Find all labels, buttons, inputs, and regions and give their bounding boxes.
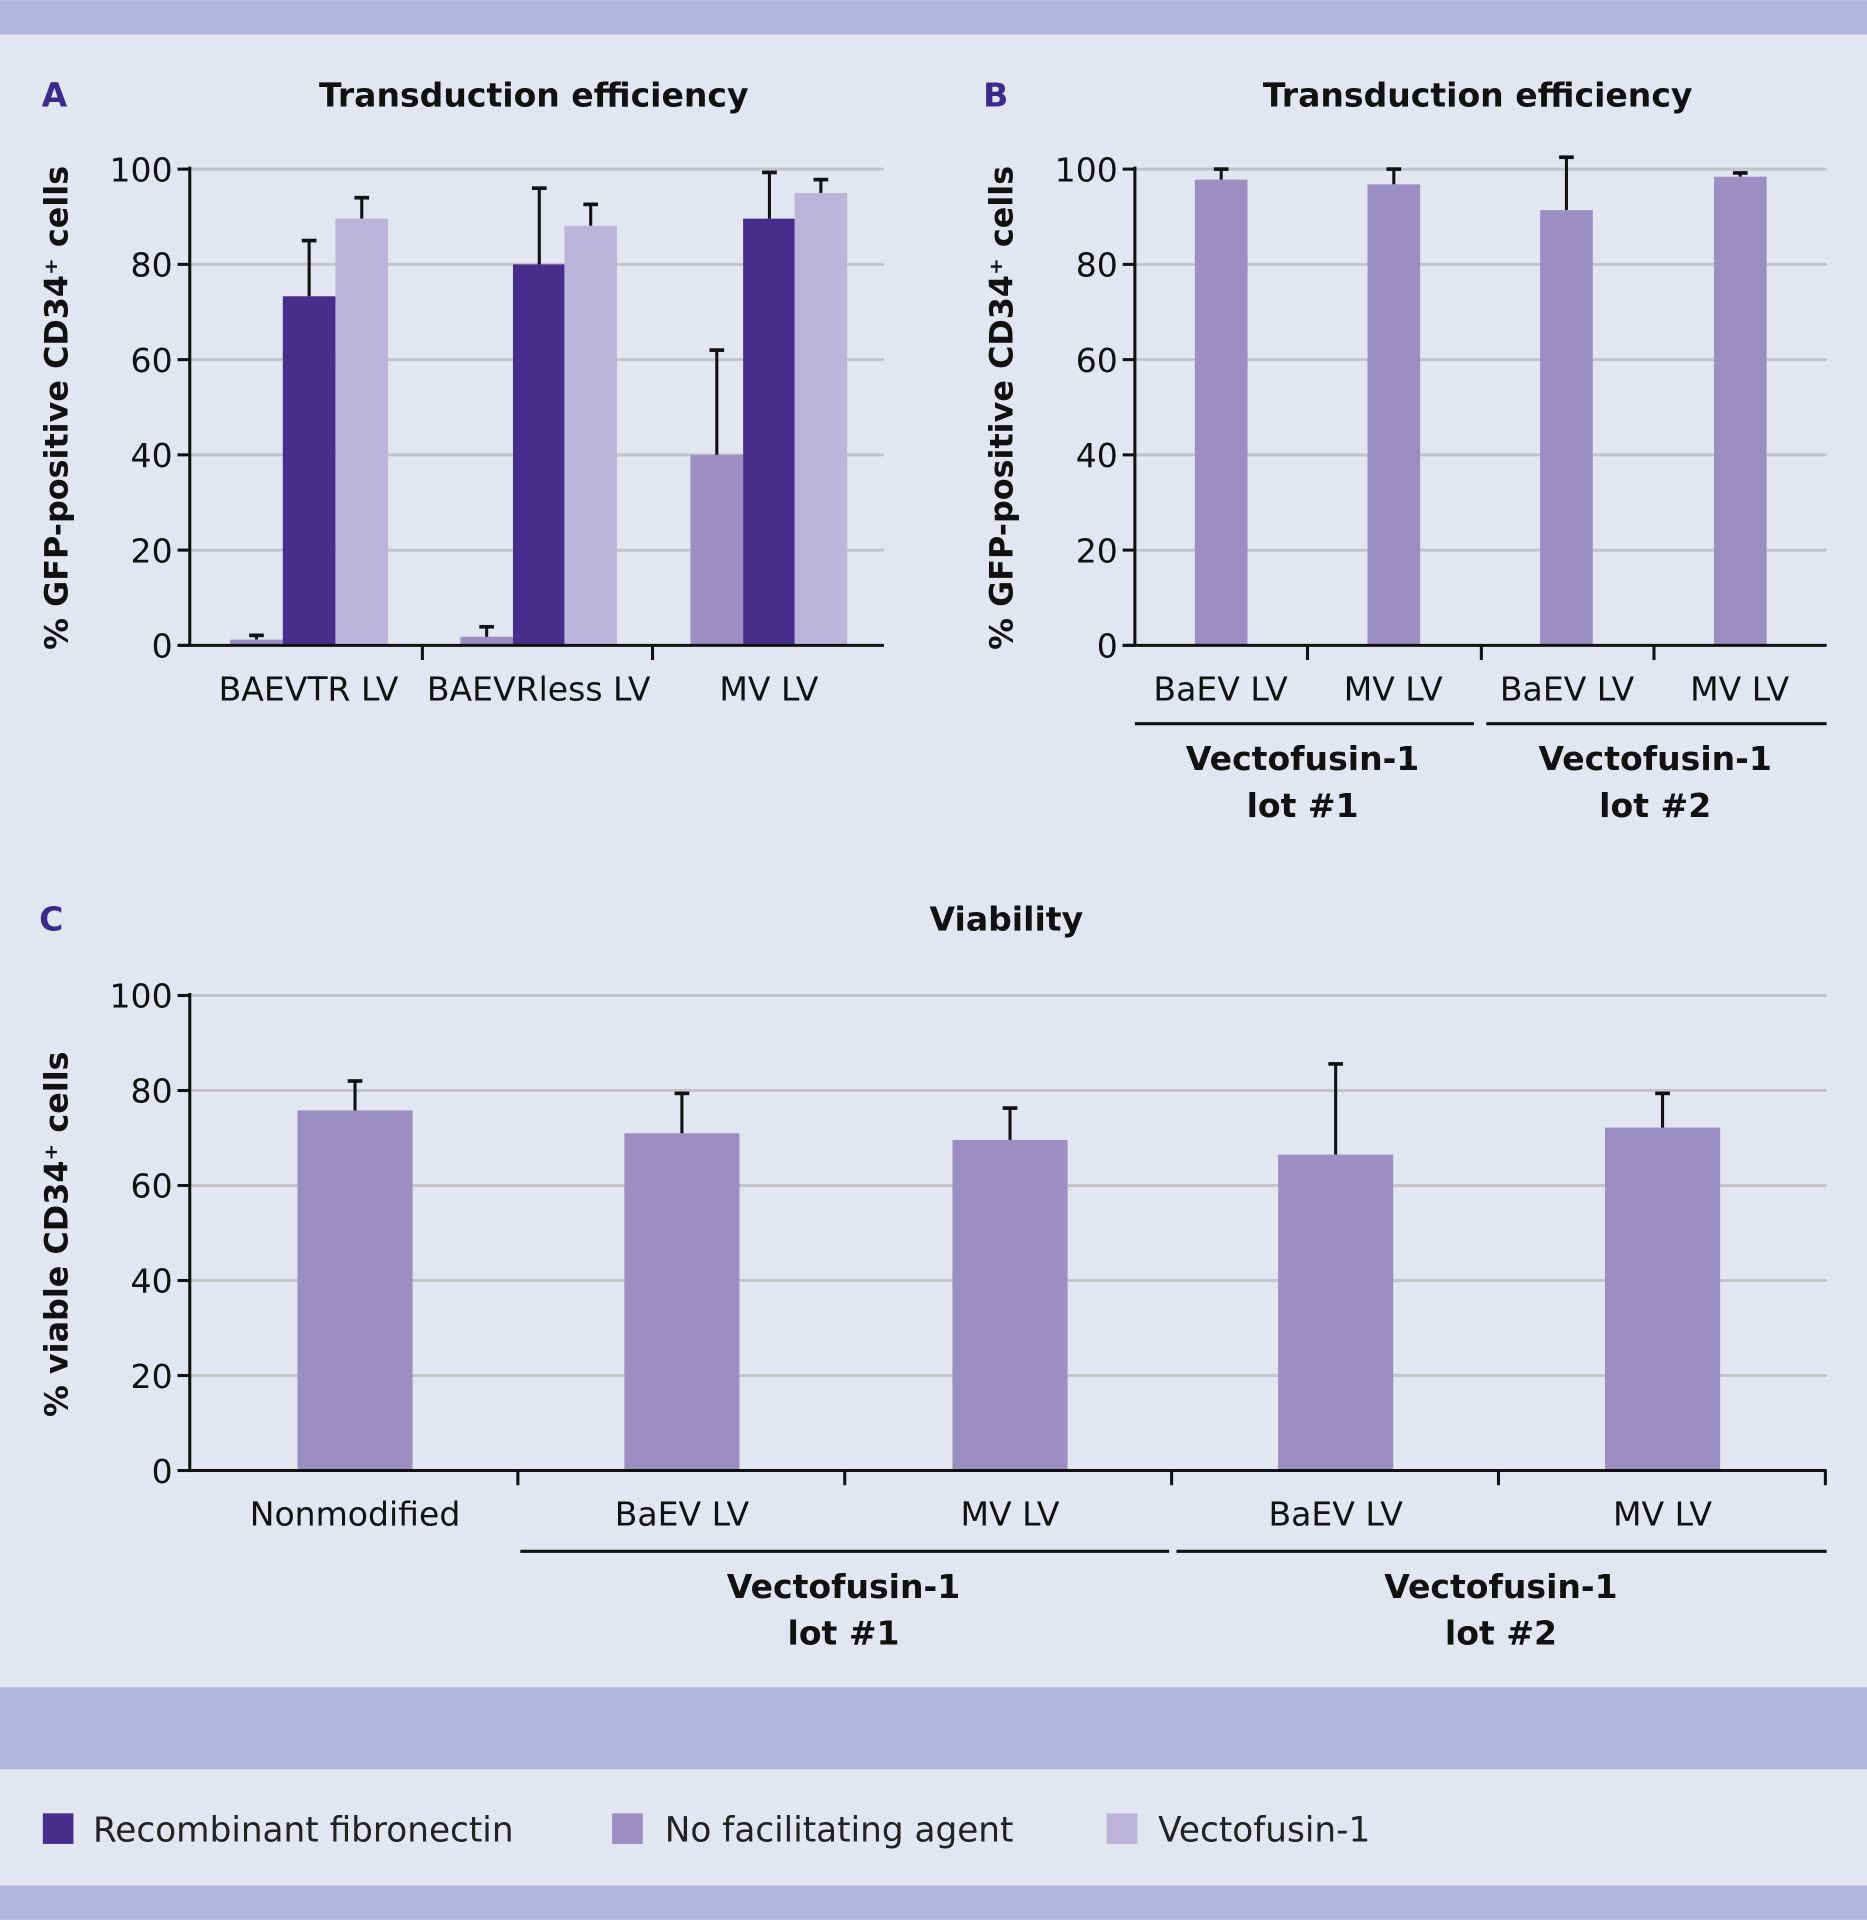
bottom-band (0, 1885, 1867, 1920)
category-label: BaEV LV (1269, 1495, 1404, 1534)
panel-b-ylabel: % GFP-positive CD34⁺ cells (982, 166, 1020, 650)
bar (743, 218, 796, 646)
bar (952, 1139, 1068, 1471)
y-tick-label: 0 (1097, 627, 1118, 666)
y-tick-label: 100 (110, 977, 173, 1016)
y-tick-label: 20 (131, 1357, 173, 1396)
group-label: Vectofusin-1 (1538, 739, 1771, 778)
bar (564, 225, 618, 646)
category-label: MV LV (961, 1495, 1060, 1534)
group-label: Vectofusin-1 (1384, 1567, 1617, 1606)
bar (512, 264, 566, 646)
panel-b-title: Transduction efficiency (1263, 76, 1693, 115)
category-label: BAEVTR LV (219, 669, 399, 708)
group-label: Vectofusin-1 (1186, 739, 1419, 778)
panel-c-letter: C (39, 900, 63, 939)
legend-label-no-agent: No facilitating agent (665, 1810, 1014, 1850)
category-label: MV LV (1690, 669, 1789, 708)
category-label: Nonmodified (250, 1495, 461, 1534)
y-tick-label: 40 (131, 436, 173, 475)
bar (1194, 179, 1248, 646)
category-label: BaEV LV (1153, 669, 1288, 708)
panel-c-title: Viability (930, 900, 1084, 939)
bar (282, 296, 336, 646)
y-tick-label: 100 (1055, 150, 1118, 189)
group-sublabel: lot #1 (1247, 786, 1359, 825)
bar (794, 192, 848, 646)
legend: Recombinant fibronectin No facilitating … (42, 1810, 1370, 1850)
y-tick-label: 80 (131, 246, 173, 285)
category-label: MV LV (1344, 669, 1443, 708)
bar (460, 636, 513, 646)
y-tick-label: 20 (1076, 531, 1118, 570)
bar (335, 218, 389, 646)
legend-swatch-vectofusin (1106, 1813, 1138, 1844)
bar (297, 1110, 413, 1471)
panel-a-letter: A (42, 76, 68, 115)
panel-c-ylabel: % viable CD34⁺ cells (37, 1051, 75, 1417)
legend-swatch-no-agent (612, 1813, 643, 1844)
y-tick-label: 60 (131, 1167, 173, 1206)
bar (1278, 1154, 1394, 1471)
group-sublabel: lot #2 (1445, 1613, 1557, 1652)
bar (624, 1133, 740, 1471)
y-tick-label: 80 (1076, 246, 1118, 285)
group-label: Vectofusin-1 (727, 1567, 960, 1606)
y-tick-label: 0 (152, 627, 173, 666)
panel-a-title: Transduction efficiency (319, 76, 749, 115)
category-label: BAEVRless LV (427, 669, 651, 708)
panel-b-letter: B (983, 76, 1008, 115)
category-label: BaEV LV (615, 1495, 750, 1534)
group-sublabel: lot #1 (788, 1613, 900, 1652)
legend-label-fibronectin: Recombinant fibronectin (93, 1810, 514, 1850)
legend-label-vectofusin: Vectofusin-1 (1158, 1810, 1370, 1850)
y-tick-label: 60 (1076, 341, 1118, 380)
panel-a-ylabel: % GFP-positive CD34⁺ cells (37, 166, 75, 650)
y-tick-label: 100 (110, 150, 173, 189)
y-tick-label: 80 (131, 1072, 173, 1111)
group-sublabel: lot #2 (1599, 786, 1711, 825)
panel-a-chart: 0 20 40 60 80 100 BAEVTR LV BAEVRless LV MV LV (110, 150, 884, 708)
y-tick-label: 0 (152, 1452, 173, 1491)
bar (230, 639, 283, 646)
legend-swatch-fibronectin (42, 1813, 74, 1844)
y-tick-label: 60 (131, 341, 173, 380)
y-tick-label: 20 (131, 531, 173, 570)
bar (1367, 184, 1421, 646)
y-tick-label: 40 (131, 1262, 173, 1301)
bar (1713, 176, 1767, 646)
bar (1605, 1127, 1721, 1471)
panel-c-chart: 0 20 40 60 80 100 Nonmodified BaEV LV MV LV BaEV … (110, 977, 1827, 1652)
category-label: MV LV (1613, 1495, 1712, 1534)
bar (690, 454, 744, 646)
y-tick-label: 40 (1076, 436, 1118, 475)
top-band (0, 0, 1867, 35)
category-label: BaEV LV (1500, 669, 1635, 708)
bar (1540, 210, 1593, 646)
middle-band (0, 1687, 1867, 1770)
category-label: MV LV (719, 669, 818, 708)
panel-b-chart: 0 20 40 60 80 100 BaEV LV MV LV BaEV LV MV LV Vect… (1055, 150, 1827, 825)
